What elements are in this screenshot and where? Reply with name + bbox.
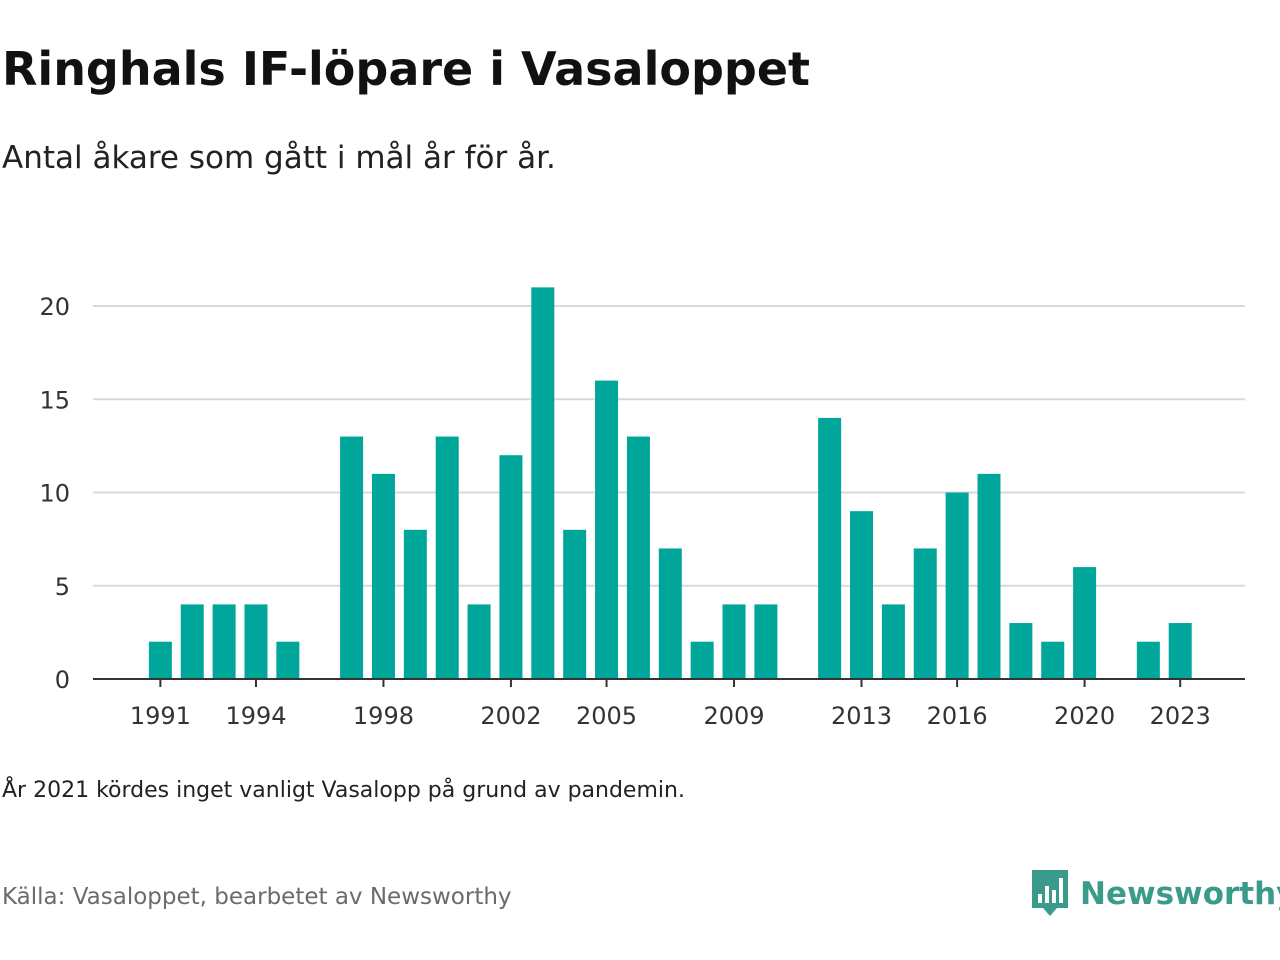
chart-title: Ringhals IF-löpare i Vasaloppet xyxy=(2,42,811,96)
bar-2000 xyxy=(435,436,459,679)
bar-2002 xyxy=(499,455,523,679)
source-credit: Källa: Vasaloppet, bearbetet av Newswort… xyxy=(2,884,512,910)
bar-2003 xyxy=(531,287,555,679)
bar-1991 xyxy=(148,641,172,679)
x-tick-label: 2023 xyxy=(1150,702,1211,730)
bar-2004 xyxy=(563,529,587,679)
bar-2010 xyxy=(754,604,778,679)
bar-2008 xyxy=(690,641,714,679)
newsworthy-logo-icon xyxy=(1032,870,1068,916)
logo-wordmark: Newsworthy xyxy=(1080,876,1280,912)
bar-2009 xyxy=(722,604,746,679)
x-tick-label: 1998 xyxy=(353,702,414,730)
y-tick-label: 0 xyxy=(55,666,70,694)
x-tick-label: 1994 xyxy=(225,702,286,730)
x-tick-label: 2020 xyxy=(1054,702,1115,730)
y-tick-label: 20 xyxy=(39,293,70,321)
y-tick-label: 10 xyxy=(39,480,70,508)
bar-2006 xyxy=(626,436,650,679)
bar-1999 xyxy=(403,529,427,679)
bar-2020 xyxy=(1073,567,1097,679)
x-tick-label: 2013 xyxy=(831,702,892,730)
newsworthy-logo: Newsworthy xyxy=(1030,868,1280,920)
bar-2005 xyxy=(595,380,619,679)
x-tick-label: 2005 xyxy=(576,702,637,730)
bar-2017 xyxy=(977,473,1001,679)
bar-1997 xyxy=(340,436,364,679)
x-tick-label: 2016 xyxy=(927,702,988,730)
y-tick-label: 15 xyxy=(39,386,70,414)
x-tick-label: 2009 xyxy=(703,702,764,730)
bar-2013 xyxy=(850,511,874,679)
bar-chart: 0 5 10 15 20 1991 1994 1998 2002 2005 2009 2013 2016… xyxy=(39,287,1245,730)
bar-2018 xyxy=(1009,623,1033,679)
bar-1993 xyxy=(212,604,236,679)
bar-1994 xyxy=(244,604,268,679)
bar-2022 xyxy=(1136,641,1160,679)
bar-1992 xyxy=(180,604,204,679)
bar-2016 xyxy=(945,492,969,679)
bar-2014 xyxy=(881,604,905,679)
chart-note: År 2021 kördes inget vanligt Vasalopp på… xyxy=(2,778,685,803)
bar-1995 xyxy=(276,641,300,679)
bar-2007 xyxy=(658,548,682,679)
x-tick-label: 2002 xyxy=(480,702,541,730)
y-tick-label: 5 xyxy=(55,573,70,601)
x-tick-label: 1991 xyxy=(130,702,191,730)
bar-2023 xyxy=(1168,623,1192,679)
bar-2015 xyxy=(913,548,937,679)
bar-2012 xyxy=(818,417,842,679)
chart-subtitle: Antal åkare som gått i mål år för år. xyxy=(2,140,556,176)
bar-2001 xyxy=(467,604,491,679)
bar-2019 xyxy=(1041,641,1065,679)
bar-1998 xyxy=(371,473,395,679)
